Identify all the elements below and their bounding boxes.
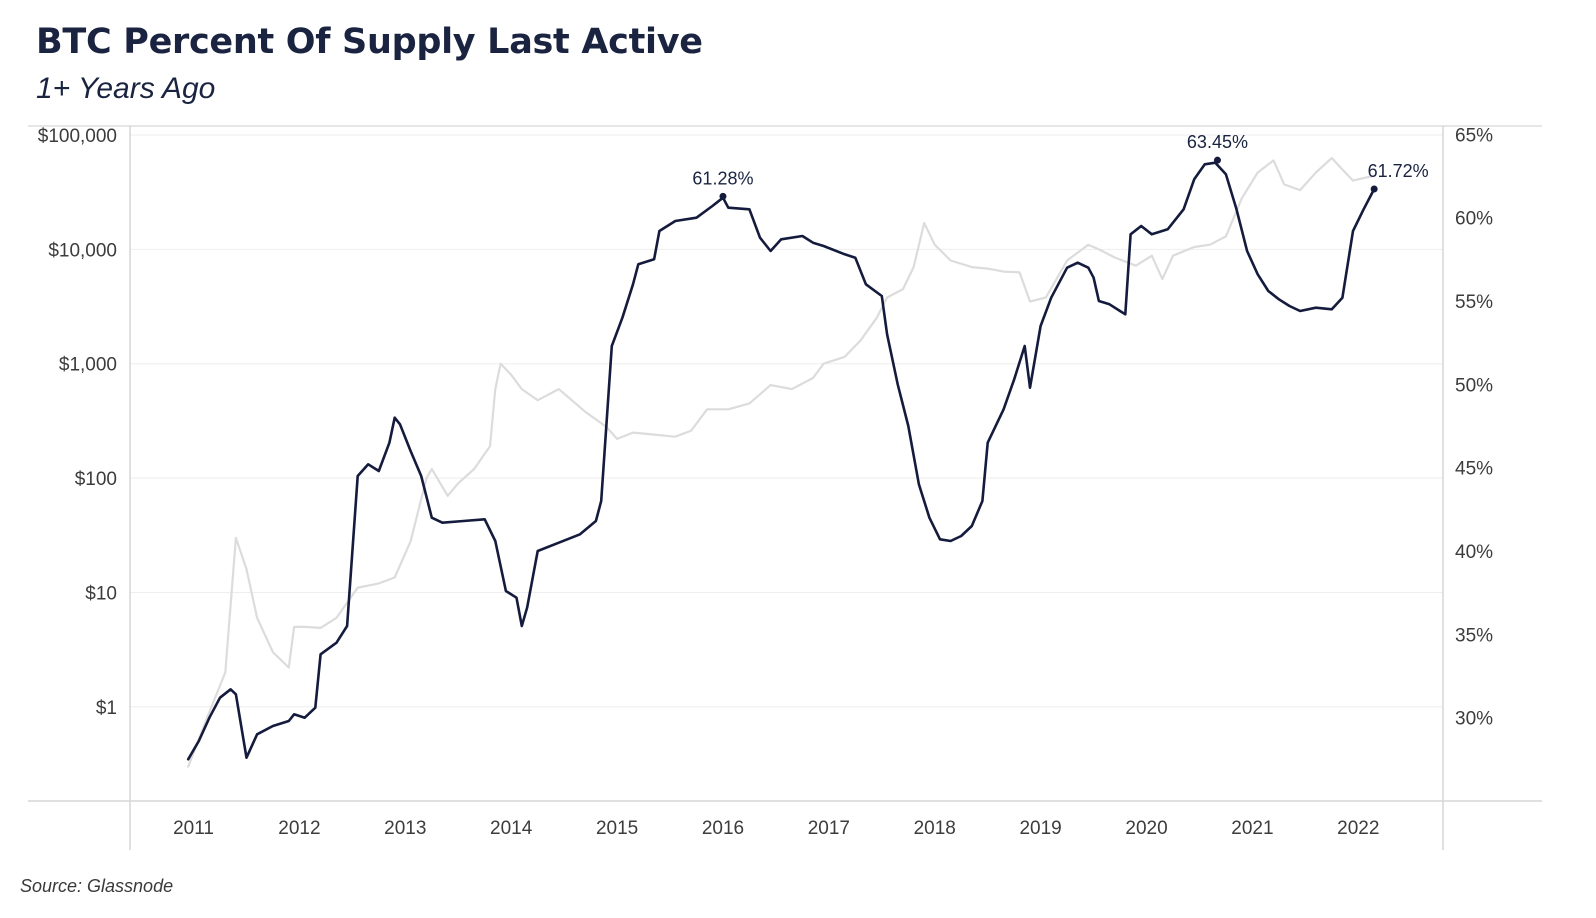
supply-line bbox=[186, 161, 1376, 761]
price-line bbox=[187, 156, 1376, 768]
right-tick-label: 55% bbox=[1455, 292, 1493, 313]
annotations: 61.28% 63.45% 61.72% bbox=[692, 132, 1429, 200]
x-tick-label: 2016 bbox=[702, 818, 744, 839]
right-tick-label: 40% bbox=[1455, 542, 1493, 563]
chart-title: BTC Percent Of Supply Last Active bbox=[36, 22, 703, 62]
x-tick-label: 2021 bbox=[1231, 818, 1273, 839]
source-note: Source: Glassnode bbox=[20, 876, 174, 896]
left-tick-label: $100 bbox=[75, 469, 117, 490]
x-tick-label: 2017 bbox=[808, 818, 850, 839]
annotation-marker bbox=[1370, 185, 1378, 193]
x-tick-label: 2019 bbox=[1019, 818, 1061, 839]
left-axis-ticks: $1 $10 $100 $1,000 $10,000 $100,000 bbox=[38, 126, 117, 719]
x-tick-label: 2020 bbox=[1125, 818, 1167, 839]
left-tick-label: $100,000 bbox=[38, 126, 117, 147]
annotation-marker bbox=[719, 192, 727, 200]
chart-subtitle: 1+ Years Ago bbox=[36, 72, 216, 105]
right-tick-label: 65% bbox=[1455, 125, 1493, 146]
annotation-marker bbox=[1213, 156, 1221, 164]
x-tick-label: 2013 bbox=[384, 818, 426, 839]
annotation-label: 63.45% bbox=[1187, 132, 1248, 152]
left-tick-label: $10 bbox=[85, 583, 117, 604]
left-tick-label: $1,000 bbox=[59, 355, 117, 376]
x-tick-label: 2022 bbox=[1337, 818, 1379, 839]
x-tick-label: 2012 bbox=[278, 818, 320, 839]
annotation-label: 61.72% bbox=[1368, 161, 1429, 181]
axes bbox=[28, 125, 1542, 850]
left-tick-label: $10,000 bbox=[48, 240, 117, 261]
x-axis-ticks: 2011 2012 2013 2014 2015 2016 2017 2018 2019 2020… bbox=[173, 818, 1379, 839]
x-tick-label: 2014 bbox=[490, 818, 533, 839]
right-tick-label: 45% bbox=[1455, 459, 1493, 480]
series-group bbox=[186, 156, 1376, 768]
right-tick-label: 30% bbox=[1455, 709, 1493, 730]
x-tick-label: 2015 bbox=[596, 818, 638, 839]
right-axis-ticks: 30% 35% 40% 45% 50% 55% 60% 65% bbox=[1455, 125, 1493, 729]
right-tick-label: 50% bbox=[1455, 375, 1493, 396]
right-tick-label: 35% bbox=[1455, 625, 1493, 646]
gridlines bbox=[130, 134, 1443, 708]
left-tick-label: $1 bbox=[96, 698, 117, 719]
x-tick-label: 2011 bbox=[173, 818, 214, 839]
annotation-label: 61.28% bbox=[692, 168, 753, 188]
x-tick-label: 2018 bbox=[914, 818, 956, 839]
right-tick-label: 60% bbox=[1455, 209, 1493, 230]
